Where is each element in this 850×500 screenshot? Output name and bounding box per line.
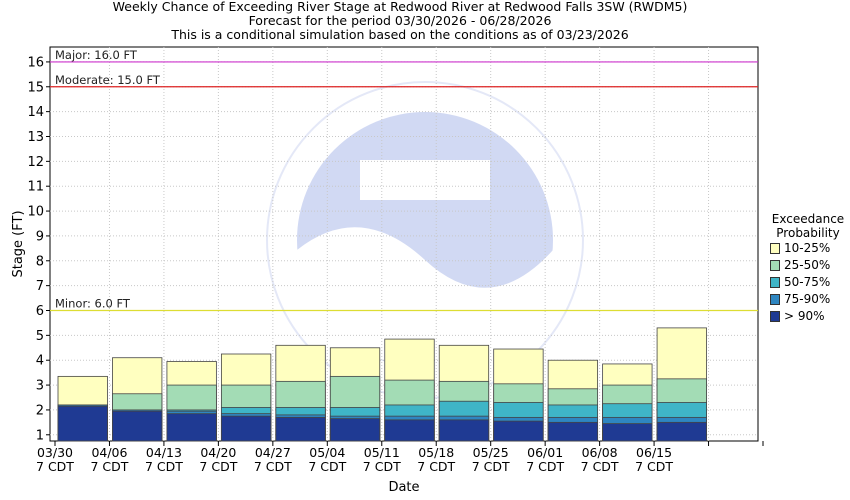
bar-segment: [493, 420, 544, 442]
y-axis-label: Stage (FT): [11, 210, 26, 277]
bar-segment: [57, 405, 108, 442]
bar-segment: [220, 415, 272, 442]
bar-segment: [275, 416, 326, 442]
y-tick-label: 2: [36, 403, 44, 418]
legend-item-10-25: 10-25%: [770, 240, 850, 257]
x-tick-sublabel: 7 CDT: [254, 459, 292, 474]
y-tick-label: 11: [27, 180, 44, 195]
legend: Exceedance Probability 10-25% 25-50% 50-…: [766, 212, 850, 325]
x-tick-sublabel: 7 CDT: [472, 459, 510, 474]
x-tick-sublabel: 7 CDT: [363, 459, 401, 474]
x-tick-label: 05/25: [473, 445, 509, 460]
x-tick-label: 04/13: [146, 445, 182, 460]
x-tick-sublabel: 7 CDT: [635, 459, 673, 474]
y-tick-label: 6: [36, 304, 44, 319]
x-tick-label: 04/20: [200, 445, 236, 460]
legend-label: > 90%: [784, 309, 825, 323]
y-tick-label: 5: [36, 329, 44, 344]
y-tick-label: 12: [27, 155, 44, 170]
y-tick-label: 4: [36, 354, 44, 369]
bar-segment: [166, 413, 217, 442]
x-tick-label: 04/06: [91, 445, 127, 460]
x-tick-sublabel: 7 CDT: [308, 459, 346, 474]
x-tick-sublabel: 7 CDT: [581, 459, 619, 474]
y-tick-label: 16: [27, 55, 44, 70]
y-tick-label: 1: [36, 428, 44, 443]
title-line-3: This is a conditional simulation based o…: [171, 27, 629, 42]
x-tick-label: 05/04: [309, 445, 345, 460]
x-tick-label: 05/11: [364, 445, 400, 460]
legend-label: 75-90%: [784, 292, 831, 306]
chart-title: Weekly Chance of Exceeding River Stage a…: [0, 0, 800, 42]
x-tick-sublabel: 7 CDT: [145, 459, 183, 474]
x-axis-label: Date: [388, 480, 419, 495]
legend-swatch: [770, 277, 780, 288]
legend-swatch: [770, 311, 780, 322]
title-line-1: Weekly Chance of Exceeding River Stage a…: [112, 0, 688, 14]
y-tick-label: 7: [36, 279, 44, 294]
flood-level-label: Major: 16.0 FT: [55, 48, 138, 62]
legend-item-50-75: 50-75%: [770, 274, 850, 291]
bar-segment: [112, 410, 163, 442]
legend-item-75-90: 75-90%: [770, 291, 850, 308]
x-tick-label: 06/01: [527, 445, 563, 460]
y-tick-label: 10: [27, 205, 44, 220]
legend-title-line-2: Probability: [776, 226, 840, 240]
y-tick-label: 8: [36, 254, 44, 269]
legend-item-gt-90: > 90%: [770, 308, 850, 325]
y-tick-label: 14: [27, 105, 44, 120]
bar-segment: [384, 419, 435, 442]
bar-segment: [602, 423, 653, 442]
x-tick-sublabel: 7 CDT: [417, 459, 455, 474]
legend-label: 10-25%: [784, 241, 831, 255]
legend-label: 25-50%: [784, 258, 831, 272]
legend-item-25-50: 25-50%: [770, 257, 850, 274]
bar-segment: [547, 421, 599, 442]
x-tick-sublabel: 7 CDT: [91, 459, 129, 474]
flood-level-label: Minor: 6.0 FT: [55, 296, 131, 310]
x-tick-label: 05/18: [418, 445, 454, 460]
x-tick-label: 03/30: [37, 445, 73, 460]
legend-swatch: [770, 243, 780, 254]
flood-level-label: Moderate: 15.0 FT: [55, 73, 161, 87]
noaa-watermark-icon: [266, 81, 584, 399]
y-tick-label: 3: [36, 379, 44, 394]
x-tick-sublabel: 7 CDT: [526, 459, 564, 474]
x-tick-label: 06/15: [636, 445, 672, 460]
bar-segment: [329, 418, 381, 442]
legend-swatch: [770, 260, 780, 271]
y-tick-label: 15: [27, 80, 44, 95]
legend-swatch: [770, 294, 780, 305]
x-tick-sublabel: 7 CDT: [199, 459, 237, 474]
x-tick-sublabel: 7 CDT: [36, 459, 74, 474]
legend-title: Exceedance Probability: [766, 212, 850, 240]
x-tick-label: 04/27: [255, 445, 291, 460]
title-line-2: Forecast for the period 03/30/2026 - 06/…: [248, 13, 552, 28]
y-tick-label: 13: [27, 130, 44, 145]
legend-title-line-1: Exceedance: [771, 212, 845, 226]
bar-segment: [656, 421, 707, 442]
legend-label: 50-75%: [784, 275, 831, 289]
bar-segment: [438, 419, 490, 442]
y-tick-label: 9: [36, 229, 44, 244]
x-tick-label: 06/08: [582, 445, 618, 460]
